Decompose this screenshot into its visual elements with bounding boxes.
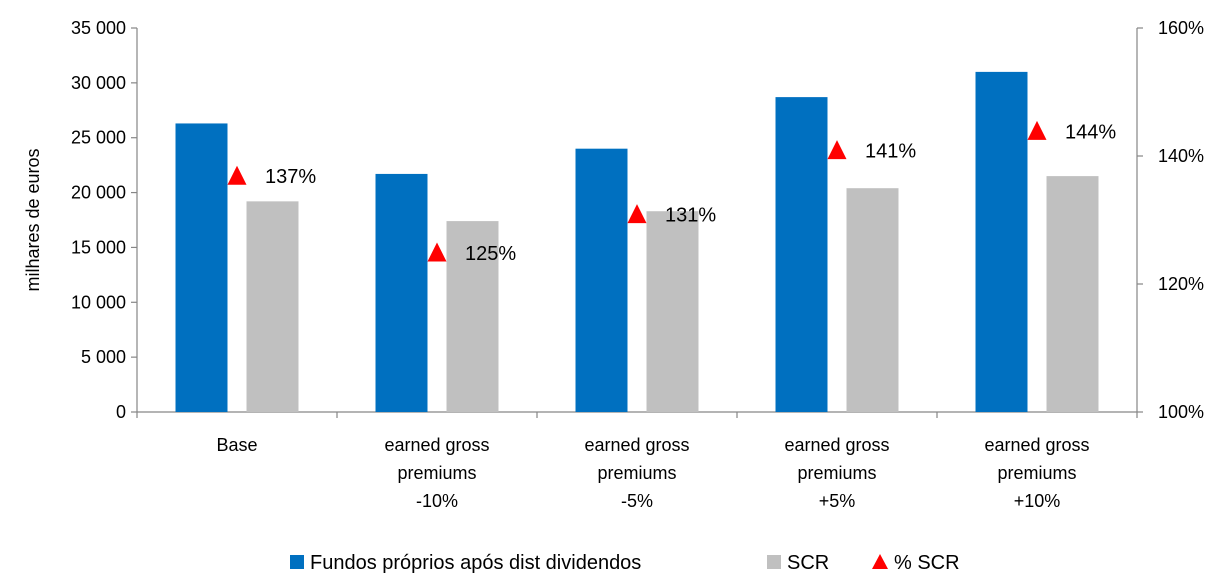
x-tick-label: +10% xyxy=(1014,491,1061,511)
x-tick-label: -10% xyxy=(416,491,458,511)
bar-fundos-proprios xyxy=(375,173,428,412)
y2-tick-label: 160% xyxy=(1158,18,1204,38)
marker-pct-scr xyxy=(1027,120,1047,140)
y-tick-label: 30 000 xyxy=(71,73,126,93)
legend-label: % SCR xyxy=(894,552,960,574)
bar-scr xyxy=(846,188,899,412)
marker-pct-scr xyxy=(227,165,247,185)
legend-swatch xyxy=(767,555,781,569)
legend: Fundos próprios após dist dividendos SCR%… xyxy=(290,552,960,574)
marker-pct-scr xyxy=(427,242,447,262)
x-tick-label: premiums xyxy=(997,463,1076,483)
x-tick-label: premiums xyxy=(397,463,476,483)
x-tick-label: earned gross xyxy=(384,435,489,455)
legend-swatch xyxy=(290,555,304,569)
y2-tick-label: 140% xyxy=(1158,146,1204,166)
data-label-pct-scr: 144% xyxy=(1065,121,1116,143)
marker-pct-scr xyxy=(627,204,647,224)
bar-scr xyxy=(246,201,299,412)
bar-scr xyxy=(446,221,499,412)
bar-fundos-proprios xyxy=(775,97,828,413)
markers xyxy=(227,120,1047,262)
y2-tick-label: 100% xyxy=(1158,402,1204,422)
legend-swatch xyxy=(872,554,888,569)
y-tick-label: 25 000 xyxy=(71,128,126,148)
y2-tick-label: 120% xyxy=(1158,274,1204,294)
legend-label: Fundos próprios após dist dividendos xyxy=(310,552,641,574)
bar-scr xyxy=(646,211,699,412)
y-axis-title: milhares de euros xyxy=(23,148,43,291)
y-tick-label: 35 000 xyxy=(71,18,126,38)
bar-fundos-proprios xyxy=(575,148,628,412)
x-tick-label: earned gross xyxy=(784,435,889,455)
data-label-pct-scr: 131% xyxy=(665,205,716,227)
bars xyxy=(175,71,1099,413)
x-tick-label: premiums xyxy=(597,463,676,483)
y-tick-label: 0 xyxy=(116,402,126,422)
y-tick-label: 10 000 xyxy=(71,292,126,312)
x-tick-label: earned gross xyxy=(584,435,689,455)
y-tick-label: 15 000 xyxy=(71,237,126,257)
data-label-pct-scr: 125% xyxy=(465,243,516,265)
y-tick-label: 20 000 xyxy=(71,183,126,203)
x-tick-label: earned gross xyxy=(984,435,1089,455)
x-tick-label: -5% xyxy=(621,491,653,511)
bar-scr xyxy=(1046,176,1099,412)
x-tick-label: +5% xyxy=(819,491,856,511)
data-label-pct-scr: 141% xyxy=(865,141,916,163)
legend-label: SCR xyxy=(787,552,829,574)
x-tick-label: premiums xyxy=(797,463,876,483)
x-tick-label: Base xyxy=(216,435,257,455)
y-tick-label: 5 000 xyxy=(81,347,126,367)
data-label-pct-scr: 137% xyxy=(265,166,316,188)
marker-pct-scr xyxy=(827,140,847,160)
bar-fundos-proprios xyxy=(175,123,228,413)
axes: 0 5 000 10 000 15 000 20 000 25 000 30 000 35 0… xyxy=(23,18,1204,511)
data-labels: 137% 125% 131% 141% 144% xyxy=(265,121,1116,265)
bar-fundos-proprios xyxy=(975,71,1028,412)
